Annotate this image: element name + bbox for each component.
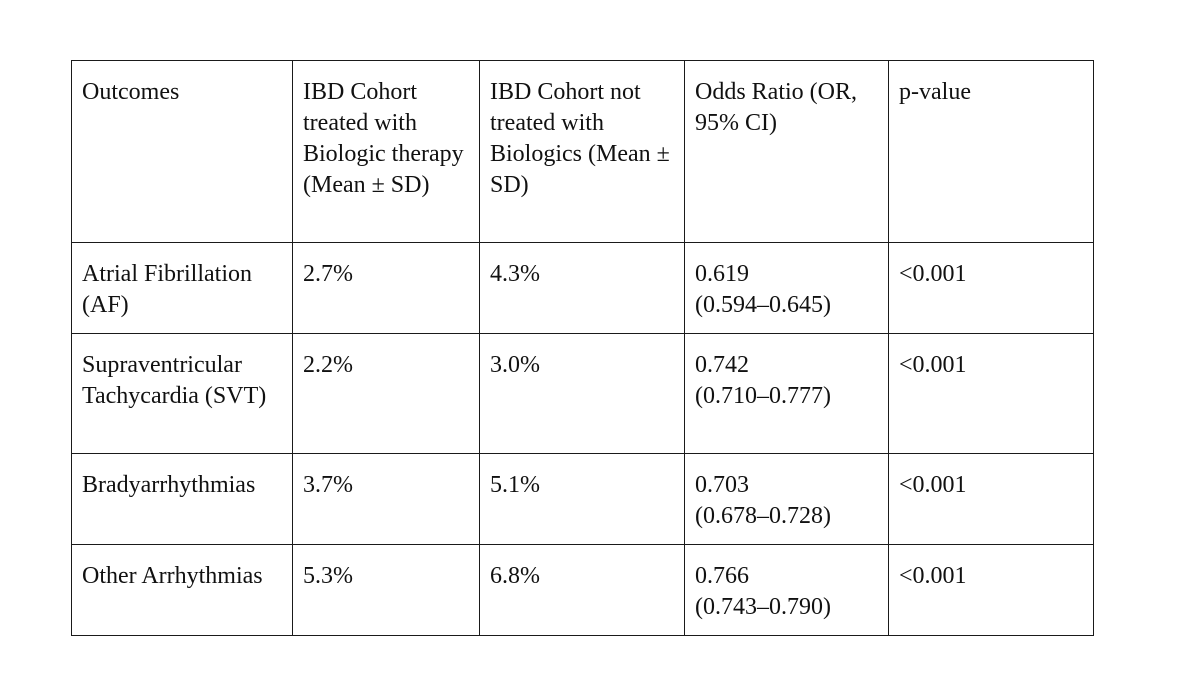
header-p-value: p-value	[888, 60, 1094, 243]
table-row: Bradyarrhythmias 3.7% 5.1% 0.703 (0.678–…	[71, 453, 1094, 545]
table-row: Atrial Fibrillation (AF) 2.7% 4.3% 0.619…	[71, 242, 1094, 334]
biologic-cell: 2.2%	[292, 333, 480, 454]
outcome-cell: Bradyarrhythmias	[71, 453, 293, 545]
header-odds-ratio: Odds Ratio (OR, 95% CI)	[684, 60, 889, 243]
outcome-cell: Atrial Fibrillation (AF)	[71, 242, 293, 334]
confidence-interval: (0.594–0.645)	[695, 292, 831, 318]
table-row: Other Arrhythmias 5.3% 6.8% 0.766 (0.743…	[71, 544, 1094, 636]
no-biologic-cell: 5.1%	[479, 453, 685, 545]
results-table: Outcomes IBD Cohort treated with Biologi…	[71, 60, 1094, 636]
table-row: Supraventricular Tachycardia (SVT) 2.2% …	[71, 333, 1094, 454]
header-biologic-cohort: IBD Cohort treated with Biologic therapy…	[292, 60, 480, 243]
odds-ratio-cell: 0.619 (0.594–0.645)	[684, 242, 889, 334]
odds-ratio-value: 0.766	[695, 563, 749, 589]
header-non-biologic-cohort: IBD Cohort not treated with Biologics (M…	[479, 60, 685, 243]
outcome-cell: Other Arrhythmias	[71, 544, 293, 636]
odds-ratio-cell: 0.742 (0.710–0.777)	[684, 333, 889, 454]
no-biologic-cell: 4.3%	[479, 242, 685, 334]
p-value-cell: <0.001	[888, 544, 1094, 636]
biologic-cell: 5.3%	[292, 544, 480, 636]
confidence-interval: (0.678–0.728)	[695, 503, 831, 529]
p-value-cell: <0.001	[888, 453, 1094, 545]
biologic-cell: 2.7%	[292, 242, 480, 334]
p-value-cell: <0.001	[888, 242, 1094, 334]
odds-ratio-cell: 0.766 (0.743–0.790)	[684, 544, 889, 636]
odds-ratio-value: 0.742	[695, 352, 749, 378]
no-biologic-cell: 3.0%	[479, 333, 685, 454]
odds-ratio-value: 0.619	[695, 261, 749, 287]
confidence-interval: (0.710–0.777)	[695, 383, 831, 409]
confidence-interval: (0.743–0.790)	[695, 594, 831, 620]
odds-ratio-value: 0.703	[695, 472, 749, 498]
biologic-cell: 3.7%	[292, 453, 480, 545]
header-outcomes: Outcomes	[71, 60, 293, 243]
p-value-cell: <0.001	[888, 333, 1094, 454]
header-row: Outcomes IBD Cohort treated with Biologi…	[71, 60, 1094, 243]
outcome-cell: Supraventricular Tachycardia (SVT)	[71, 333, 293, 454]
table-header: Outcomes IBD Cohort treated with Biologi…	[71, 60, 1094, 243]
odds-ratio-cell: 0.703 (0.678–0.728)	[684, 453, 889, 545]
no-biologic-cell: 6.8%	[479, 544, 685, 636]
table-body: Atrial Fibrillation (AF) 2.7% 4.3% 0.619…	[71, 242, 1094, 636]
